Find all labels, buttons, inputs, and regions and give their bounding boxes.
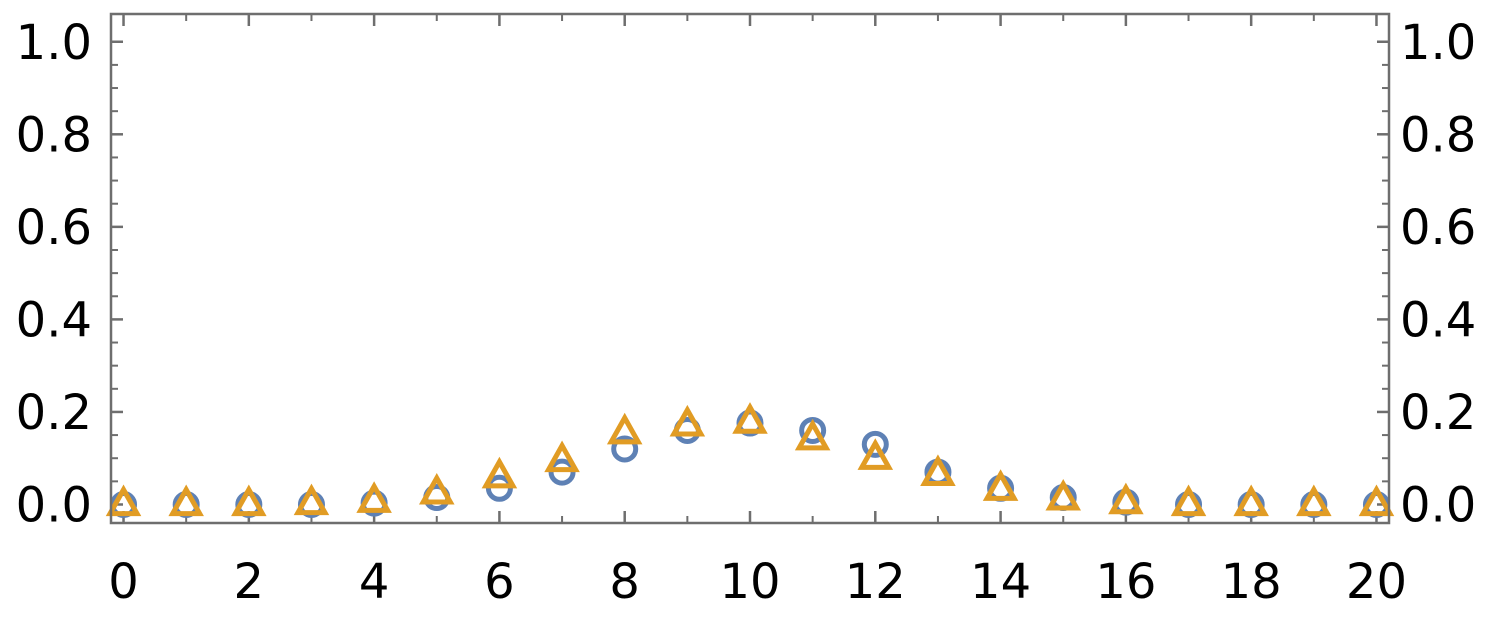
y-tick-label: 0.8 — [16, 107, 92, 163]
triangle-marker — [481, 456, 518, 489]
x-tick-label: 12 — [845, 554, 906, 610]
triangle-marker — [293, 483, 330, 516]
triangle-marker — [356, 481, 392, 513]
x-tick-label: 4 — [359, 554, 390, 610]
circle-marker — [861, 430, 889, 458]
y-tick-label: 1.0 — [16, 15, 92, 71]
y-tick-label-right: 0.0 — [1400, 477, 1476, 533]
y-tick-label-right: 1.0 — [1400, 15, 1476, 71]
triangle-marker — [669, 404, 706, 437]
circle-marker — [611, 435, 639, 463]
triangle-marker — [982, 469, 1019, 501]
triangle-marker — [418, 472, 455, 505]
triangle-marker — [857, 438, 894, 470]
axis-ticks — [111, 14, 1389, 523]
data-markers — [105, 402, 1395, 518]
triangle-marker — [920, 454, 956, 487]
x-tick-label: 14 — [970, 554, 1031, 610]
plot-frame — [109, 12, 1391, 525]
x-tick-label: 8 — [609, 554, 640, 610]
y-tick-label-right: 0.8 — [1400, 107, 1476, 163]
x-tick-label: 10 — [719, 554, 780, 610]
y-tick-label: 0.6 — [16, 200, 92, 256]
y-tick-label-right: 0.6 — [1400, 200, 1476, 256]
triangle-marker — [1170, 484, 1207, 517]
y-tick-label-right: 0.4 — [1400, 292, 1476, 348]
triangle-marker — [168, 484, 204, 517]
triangle-marker — [105, 484, 142, 517]
triangle-marker — [544, 440, 580, 473]
y-tick-label-right: 0.2 — [1400, 385, 1476, 441]
triangle-marker — [1233, 484, 1269, 517]
triangle-marker — [606, 412, 643, 445]
tick-labels: 0 2 4 6 8 10 12 14 16 18 20 0.0 0.0 0.2 0.2 0.4 0.4 0.6 0.… — [16, 15, 1477, 610]
x-tick-label: 18 — [1221, 554, 1282, 610]
x-tick-label: 20 — [1346, 554, 1407, 610]
x-tick-label: 16 — [1095, 554, 1156, 610]
y-tick-label: 0.0 — [16, 477, 92, 533]
triangle-marker — [794, 418, 831, 451]
triangle-marker — [1108, 482, 1144, 515]
y-tick-label: 0.4 — [16, 292, 92, 348]
triangle-marker — [732, 402, 768, 434]
x-tick-label: 2 — [234, 554, 265, 610]
y-tick-label: 0.2 — [16, 385, 92, 441]
triangle-marker — [231, 484, 267, 517]
triangle-marker — [1296, 484, 1332, 517]
x-tick-label: 0 — [108, 554, 139, 610]
triangle-marker — [1358, 484, 1395, 517]
triangle-marker — [1045, 478, 1082, 511]
x-tick-label: 6 — [484, 554, 515, 610]
